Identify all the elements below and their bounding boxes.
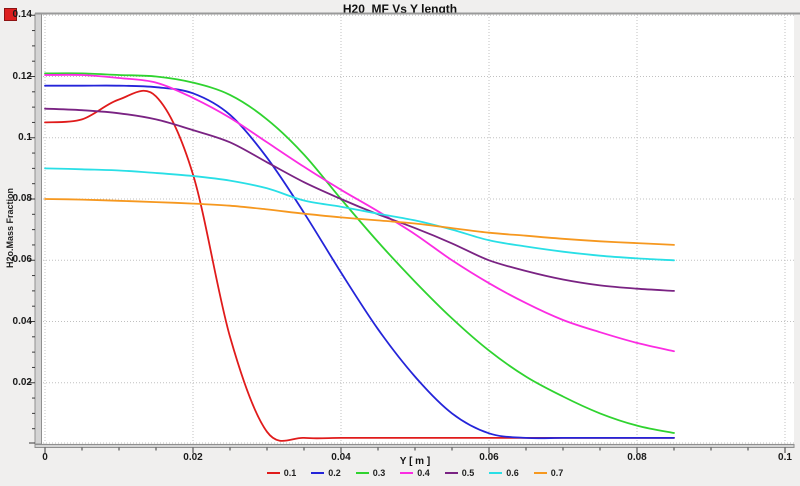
- legend-item-0.3: 0.3: [355, 468, 386, 478]
- y-tick-label: 0.12: [12, 70, 32, 82]
- legend-label: 0.4: [417, 468, 430, 478]
- legend-item-0.1: 0.1: [266, 468, 297, 478]
- y-axis-bar: [34, 13, 42, 445]
- y-tick-label: 0.08: [12, 193, 32, 204]
- gridlines: [43, 14, 794, 444]
- x-tick-label: 0.08: [627, 452, 647, 463]
- series-line-0.3: [44, 72, 675, 434]
- x-tick-label: 0.1: [778, 452, 792, 463]
- legend-swatch: [400, 472, 414, 474]
- x-tick-label: 0.02: [183, 452, 203, 463]
- series-line-0.4: [44, 73, 675, 353]
- legend-swatch: [355, 472, 369, 474]
- tick-marks: [29, 14, 786, 453]
- x-tick-label: 0.06: [479, 452, 499, 463]
- app-icon: [4, 8, 17, 21]
- y-tick-label: 0.14: [12, 9, 32, 21]
- legend-swatch: [489, 472, 503, 474]
- y-tick-label: 0.06: [12, 254, 32, 266]
- series-line-0.2: [44, 84, 675, 440]
- legend-swatch: [266, 472, 280, 474]
- y-tick-label: 0.02: [12, 376, 32, 388]
- y-tick-label: 0.04: [12, 315, 32, 327]
- legend-item-0.5: 0.5: [444, 468, 475, 478]
- legend-item-0.7: 0.7: [533, 468, 564, 478]
- series-line-0.7: [44, 198, 675, 246]
- legend-label: 0.7: [550, 468, 564, 478]
- x-axis-label: Y [ m ]: [399, 456, 431, 467]
- y-tick-label: 0.1: [18, 131, 32, 143]
- series-line-0.5: [44, 107, 675, 292]
- legend-label: 0.1: [283, 468, 297, 478]
- legend-swatch: [311, 472, 325, 474]
- legend-item-0.4: 0.4: [400, 468, 430, 478]
- legend-label: 0.2: [328, 468, 341, 478]
- legend-swatch: [533, 472, 547, 474]
- legend-item-0.6: 0.6: [489, 468, 519, 478]
- legend-label: 0.5: [461, 468, 475, 478]
- x-tick-label: 0.04: [331, 452, 351, 463]
- x-axis-bar: [34, 444, 795, 448]
- legend: 0.1 0.2 0.3 0.4 0.5 0.6 0.7: [45, 468, 785, 478]
- legend-label: 0.6: [506, 468, 519, 478]
- x-tick-label: 0: [42, 452, 48, 463]
- legend-item-0.2: 0.2: [311, 468, 341, 478]
- series-line-0.6: [44, 167, 675, 262]
- legend-swatch: [444, 472, 458, 474]
- legend-label: 0.3: [372, 468, 386, 478]
